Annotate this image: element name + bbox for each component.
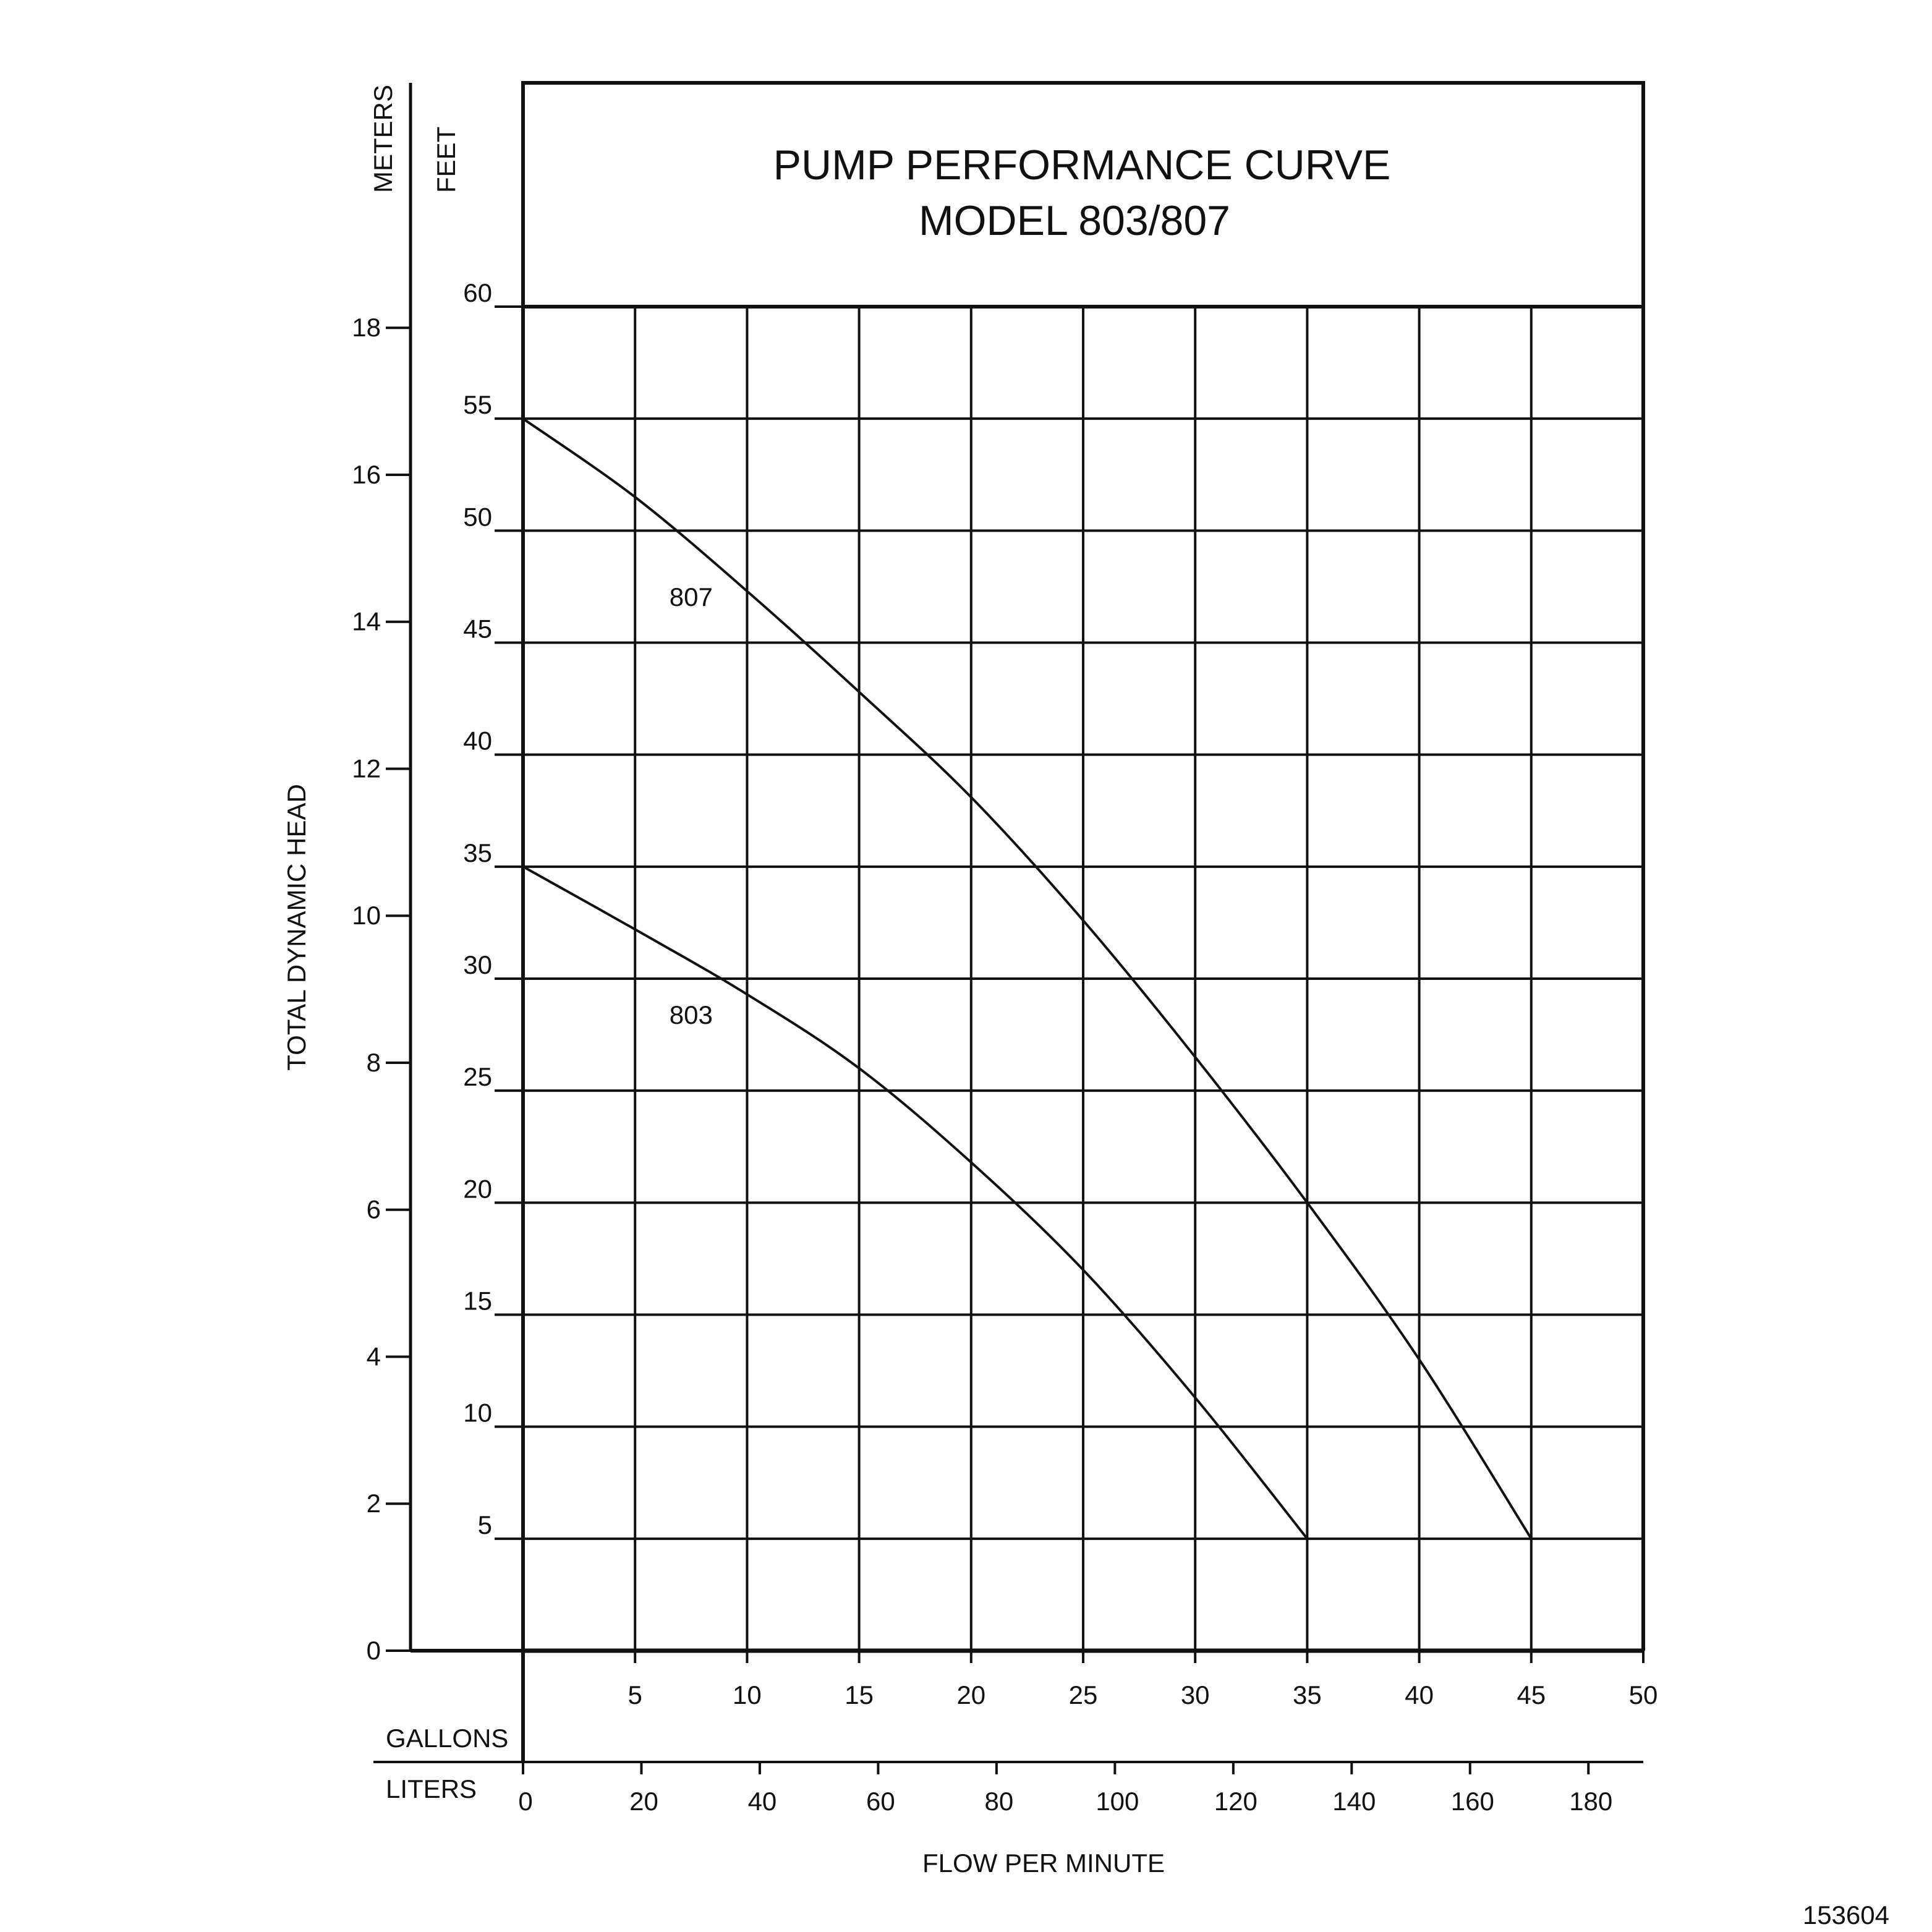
feet-tick-label-20: 20	[463, 1174, 492, 1203]
gallons-tick-label-40: 40	[1405, 1680, 1434, 1709]
meters-tick-label-14: 14	[352, 607, 381, 636]
feet-tick-label-45: 45	[463, 615, 492, 644]
chart-title: PUMP PERFORMANCE CURVE	[773, 142, 1391, 189]
feet-unit-label: FEET	[432, 127, 461, 193]
series-label-803: 803	[670, 1000, 713, 1029]
feet-tick-label-30: 30	[463, 950, 492, 979]
liters-tick-label-140: 140	[1332, 1787, 1376, 1816]
plot-frame	[521, 83, 1645, 1762]
gallons-tick-label-10: 10	[733, 1680, 762, 1709]
gallons-tick-label-50: 50	[1629, 1680, 1658, 1709]
liters-tick-label-60: 60	[866, 1787, 895, 1816]
figure-id: 153604	[1803, 1900, 1889, 1930]
feet-tick-label-35: 35	[463, 838, 492, 867]
gallons-tick-label-45: 45	[1517, 1680, 1546, 1709]
meters-tick-label-18: 18	[352, 313, 381, 342]
feet-tick-label-25: 25	[463, 1062, 492, 1091]
series-line-803	[522, 866, 1308, 1540]
meters-axis: 0 2 4 6 8 10 12 14 16 18	[352, 83, 523, 1665]
liters-tick-label-160: 160	[1451, 1787, 1494, 1816]
title-box	[521, 81, 1645, 309]
vertical-gridlines	[634, 307, 1645, 1663]
y-axis-label: TOTAL DYNAMIC HEAD	[282, 784, 311, 1071]
liters-unit-label: LITERS	[386, 1774, 477, 1803]
gallons-tick-labels: 5 10 15 20 25 30 35 40 45 50	[628, 1680, 1658, 1709]
series-lines: 807 803	[522, 417, 1533, 1540]
gallons-tick-label-35: 35	[1293, 1680, 1322, 1709]
series-label-807: 807	[670, 582, 713, 611]
gallons-tick-label-20: 20	[956, 1680, 985, 1709]
horizontal-gridlines	[495, 305, 1643, 1540]
x-axis-label: FLOW PER MINUTE	[922, 1849, 1165, 1878]
feet-tick-label-50: 50	[463, 502, 492, 531]
liters-tick-label-0: 0	[518, 1787, 532, 1816]
feet-tick-label-55: 55	[463, 390, 492, 419]
feet-tick-label-60: 60	[463, 278, 492, 307]
liters-tick-label-180: 180	[1569, 1787, 1612, 1816]
feet-tick-label-40: 40	[463, 726, 492, 755]
meters-tick-label-0: 0	[367, 1636, 381, 1665]
meters-tick-label-4: 4	[367, 1342, 381, 1371]
meters-tick-label-16: 16	[352, 460, 381, 489]
meters-tick-label-6: 6	[367, 1195, 381, 1224]
meters-unit-label: METERS	[368, 85, 398, 193]
gallons-tick-label-15: 15	[845, 1680, 874, 1709]
meters-tick-label-10: 10	[352, 901, 381, 930]
feet-tick-label-15: 15	[463, 1287, 492, 1316]
gallons-tick-label-5: 5	[628, 1680, 642, 1709]
liters-tick-label-100: 100	[1096, 1787, 1139, 1816]
liters-axis: 0 20 40 60 80 100 120 140 160 180	[373, 1761, 1643, 1816]
liters-tick-label-80: 80	[985, 1787, 1014, 1816]
meters-tick-label-8: 8	[367, 1048, 381, 1077]
meters-tick-label-2: 2	[367, 1489, 381, 1518]
gallons-unit-label: GALLONS	[386, 1724, 508, 1753]
series-line-807	[522, 417, 1533, 1539]
liters-tick-label-120: 120	[1214, 1787, 1258, 1816]
gallons-tick-label-30: 30	[1181, 1680, 1210, 1709]
feet-tick-label-5: 5	[478, 1510, 492, 1539]
liters-tick-label-40: 40	[748, 1787, 777, 1816]
feet-tick-labels: 5 10 15 20 25 30 35 40 45 50 55 60	[463, 278, 492, 1539]
meters-tick-label-12: 12	[352, 754, 381, 783]
gallons-tick-label-25: 25	[1069, 1680, 1098, 1709]
liters-tick-label-20: 20	[629, 1787, 658, 1816]
feet-tick-label-10: 10	[463, 1398, 492, 1428]
chart-subtitle: MODEL 803/807	[919, 197, 1230, 244]
